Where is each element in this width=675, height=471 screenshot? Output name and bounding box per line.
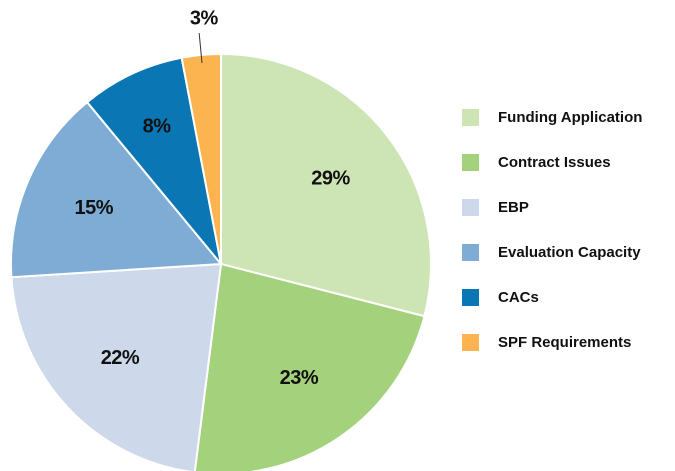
legend-label: EBP — [498, 199, 529, 216]
slice-label: 15% — [75, 197, 114, 219]
legend-label: SPF Requirements — [498, 334, 631, 351]
pie-slice — [85, 56, 222, 265]
pie-slice — [220, 52, 432, 318]
legend-swatch — [462, 334, 479, 351]
slice-label: 29% — [311, 167, 350, 189]
leader-line — [198, 32, 203, 63]
slice-label: 8% — [143, 115, 172, 137]
legend-label: Contract Issues — [498, 154, 611, 171]
slice-label: 23% — [280, 367, 319, 389]
legend-swatch — [462, 289, 479, 306]
slice-label: 3% — [190, 7, 219, 29]
legend-swatch — [462, 109, 479, 126]
legend-swatch — [462, 244, 479, 261]
legend-swatch — [462, 199, 479, 216]
pie-slice — [10, 100, 224, 279]
legend-label: CACs — [498, 289, 539, 306]
legend-swatch — [462, 154, 479, 171]
legend-label: Evaluation Capacity — [498, 244, 641, 261]
legend-label: Funding Application — [498, 109, 642, 126]
pie-slice — [10, 262, 223, 471]
slice-label: 22% — [101, 347, 140, 369]
pie-slice — [193, 262, 426, 471]
